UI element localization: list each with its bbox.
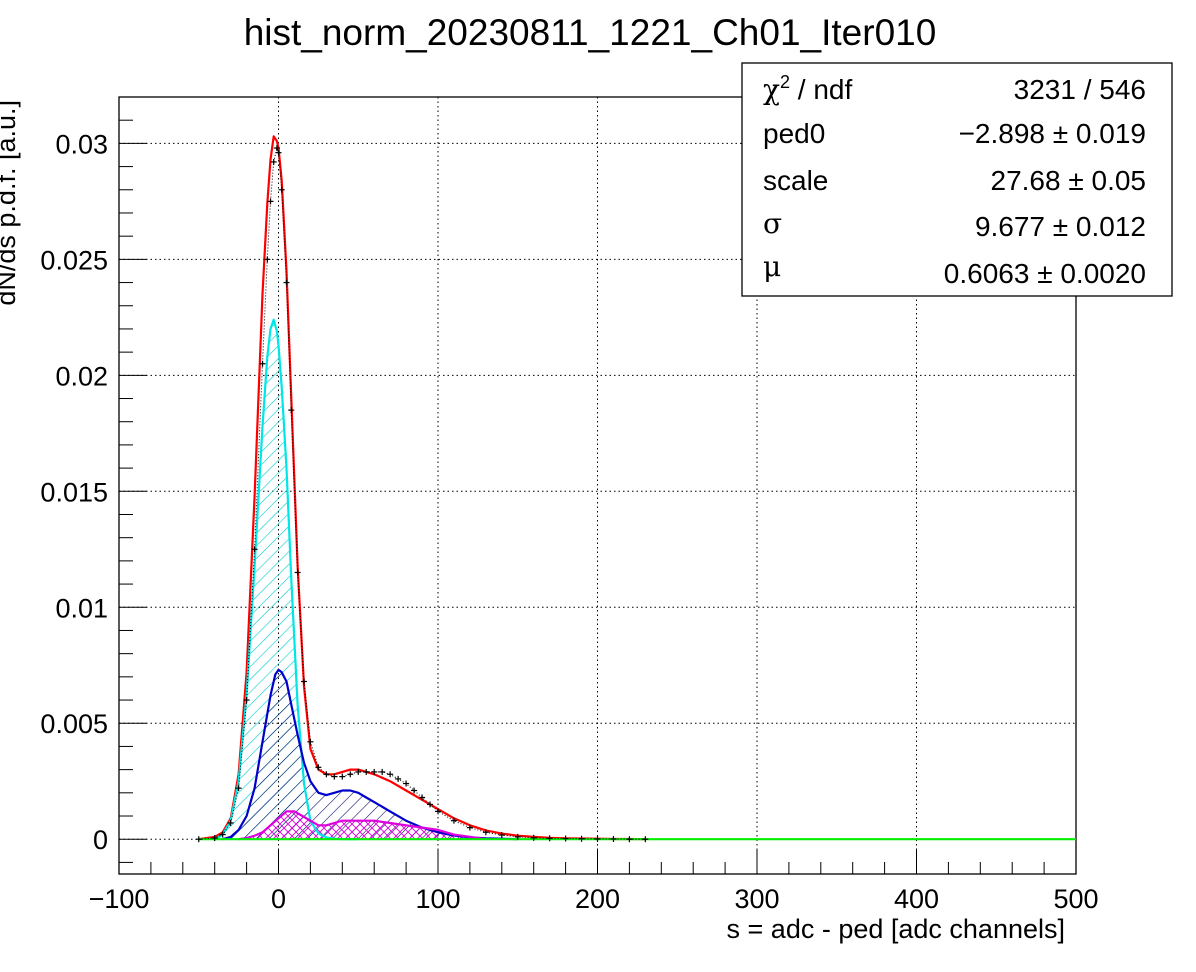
ped0-value: −2.898 ± 0.019 — [959, 118, 1146, 149]
y-tick-label: 0.03 — [55, 129, 108, 159]
y-tick-label: 0.015 — [40, 477, 108, 507]
series-fill-3 — [222, 669, 518, 840]
series-fill-4 — [238, 811, 486, 840]
component-fills — [214, 319, 518, 840]
axes: −100 0 100 200 300 400 500 0 0.005 0.01 0.015 0.02 0… — [40, 96, 1099, 914]
mu-value: 0.6063 ± 0.0020 — [944, 258, 1146, 289]
series-fill-2 — [214, 319, 359, 840]
sigma-label: σ — [763, 207, 782, 240]
x-axis-label: s = adc - ped [adc channels] — [727, 914, 1065, 944]
x-tick-label: 500 — [1053, 884, 1098, 914]
x-tick-label: 0 — [271, 884, 286, 914]
chart-title: hist_norm_20230811_1221_Ch01_Iter010 — [244, 12, 937, 53]
x-tick-label: 200 — [575, 884, 620, 914]
y-tick-label: 0.025 — [40, 245, 108, 275]
x-tick-label: −100 — [89, 884, 150, 914]
scale-value: 27.68 ± 0.05 — [991, 165, 1147, 196]
x-tick-label: 300 — [734, 884, 779, 914]
series-line-3 — [222, 668, 518, 841]
ped0-label: ped0 — [763, 118, 825, 149]
stats-box: χ2 / ndf 3231 / 546 ped0 −2.898 ± 0.019 … — [741, 62, 1173, 297]
y-tick-label: 0.01 — [55, 593, 108, 623]
sigma-value: 9.677 ± 0.012 — [975, 211, 1146, 242]
y-tick-label: 0.02 — [55, 361, 108, 391]
series-line-4 — [238, 810, 487, 841]
series-line-1 — [198, 135, 646, 841]
chi2-label: χ2 / ndf — [763, 72, 852, 106]
stats-box-frame — [741, 62, 1173, 297]
y-tick-label: 0.005 — [40, 709, 108, 739]
mu-label: μ — [763, 250, 781, 283]
y-tick-label: 0 — [93, 825, 108, 855]
histogram-trace — [198, 146, 646, 840]
scale-label: scale — [763, 165, 828, 196]
histogram-points — [195, 145, 649, 843]
x-tick-label: 400 — [894, 884, 939, 914]
x-tick-label: 100 — [415, 884, 460, 914]
chi2-value: 3231 / 546 — [1014, 74, 1146, 105]
y-axis-label: dN/ds p.d.f. [a.u.] — [0, 100, 21, 306]
